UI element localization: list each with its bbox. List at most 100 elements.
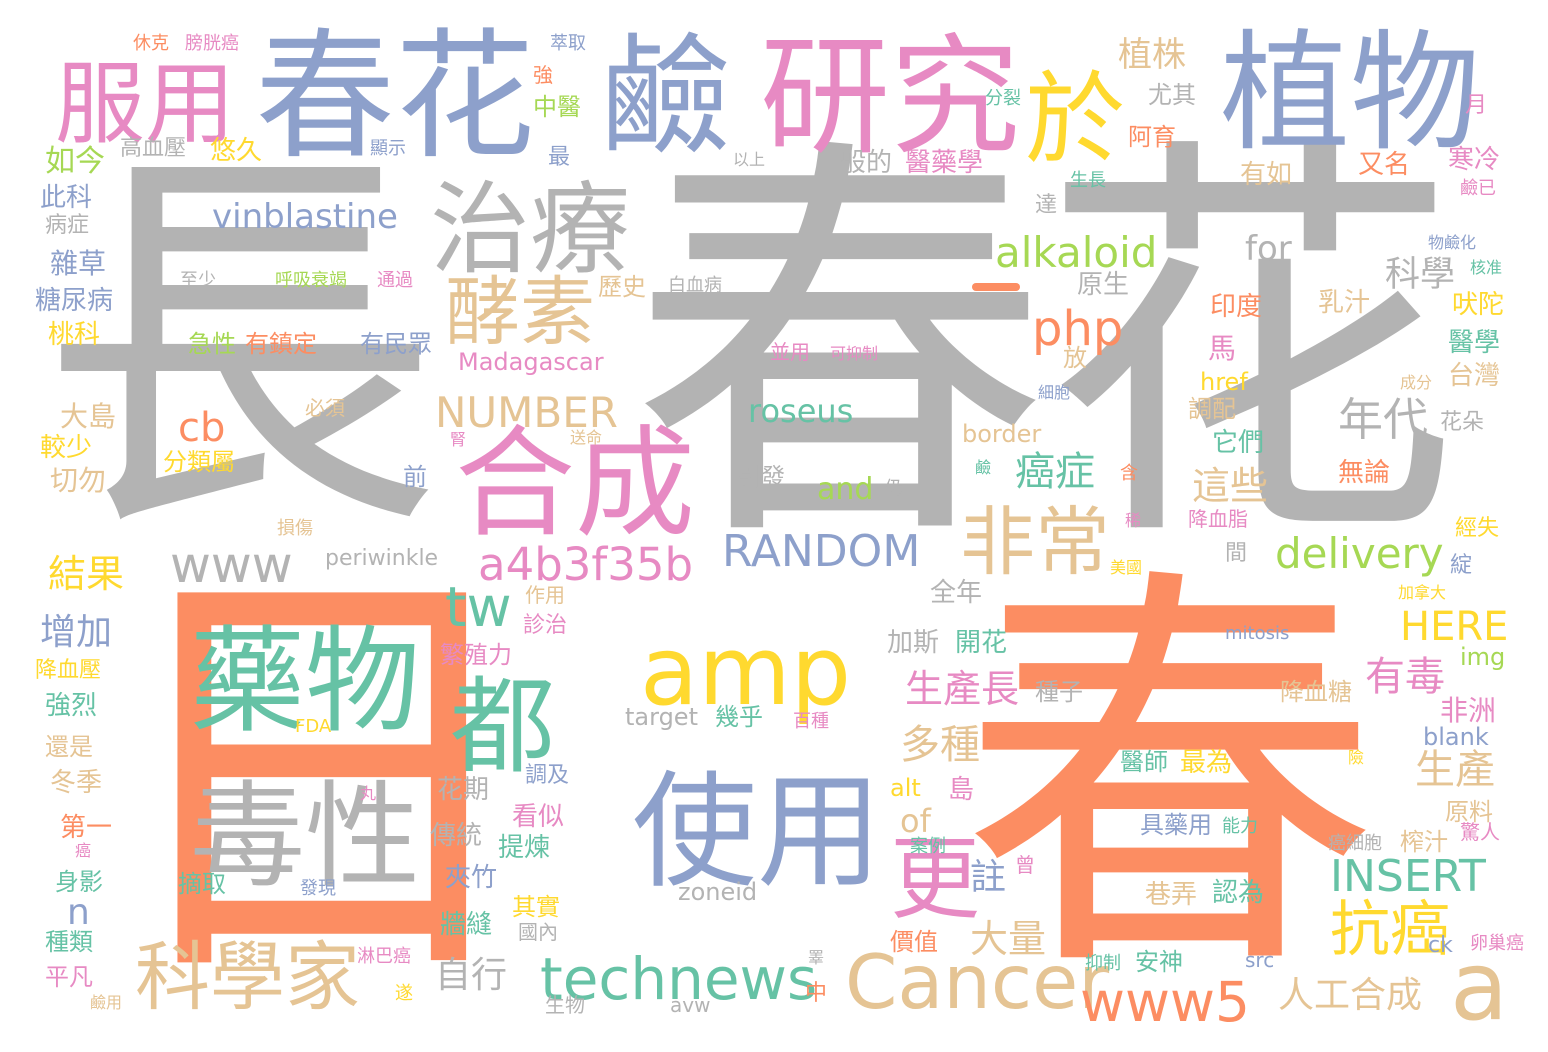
word-of: of: [900, 802, 931, 840]
word-actually: 其實: [512, 893, 560, 921]
word-border: border: [962, 420, 1042, 448]
word-they: 它們: [1212, 428, 1265, 458]
word-ayur: 阿育: [1128, 123, 1176, 151]
word-disease: 病症: [45, 213, 90, 238]
word-taiwan: 台灣: [1448, 361, 1501, 391]
word-ovarian: 卵巢癌: [1470, 933, 1524, 954]
word-pharmacology: 醫藥學: [905, 148, 984, 178]
word-cancer: Cancer: [845, 938, 1110, 1026]
word-doctor: 醫師: [1120, 748, 1168, 776]
word-blank: blank: [1423, 723, 1489, 751]
word-contain: 含: [1120, 463, 1138, 484]
word-produce-long: 生產長: [905, 667, 1020, 711]
word-once: 曾: [1015, 853, 1035, 877]
word-inhibit: 可抑制: [830, 344, 879, 363]
word-gao: 睪: [808, 948, 825, 967]
word-peach-family: 桃科: [48, 320, 101, 350]
word-preparation: 調配: [1188, 395, 1236, 423]
word-technews: technews: [540, 945, 818, 1013]
word-alley: 巷弄: [1145, 880, 1198, 910]
word-ingredient: 成分: [1400, 373, 1433, 392]
word-amazing: 驚人: [1460, 820, 1500, 844]
word-for: for: [1245, 229, 1292, 269]
word-figure: 身影: [55, 868, 103, 896]
word-href: href: [1200, 368, 1248, 396]
word-production: 生產: [1415, 747, 1495, 793]
word-here: HERE: [1400, 604, 1509, 650]
word-oleander: 夾竹: [445, 863, 498, 893]
dash-mark: [972, 283, 1020, 291]
word-must-not: 切勿: [50, 464, 107, 497]
word-php: php: [1032, 301, 1124, 357]
word-trigger: 引發: [737, 463, 785, 491]
word-increase: 增加: [40, 612, 113, 653]
word-acute: 急性: [188, 330, 236, 358]
word-jian: 鹼: [600, 21, 731, 173]
word-discover: 發現: [300, 878, 336, 899]
word-periwinkle: periwinkle: [325, 546, 439, 571]
word-ai: 癌: [75, 841, 92, 860]
word-above: 以上: [733, 150, 766, 169]
word-seed: 種子: [1035, 678, 1083, 706]
word-weed: 雜草: [50, 247, 107, 280]
word-history: 歷史: [598, 273, 646, 301]
word-usa: 美國: [1110, 558, 1143, 577]
word-extract: 萃取: [550, 33, 586, 54]
word-xi: 稀: [1125, 511, 1142, 530]
word-jing-shi: 經失: [1455, 516, 1500, 541]
word-fertility: 繁殖力: [440, 641, 512, 669]
word-all-year: 全年: [930, 578, 983, 608]
word-research: 研究: [760, 21, 1021, 173]
word-target: target: [625, 703, 698, 731]
word-lymphoma: 淋巴癌: [357, 946, 411, 967]
word-cell: 細胞: [1038, 383, 1071, 402]
word-latex: 乳汁: [1318, 288, 1371, 318]
word-lose-life: 送命: [570, 428, 603, 447]
word-a4b3f35b: a4b3f35b: [478, 538, 694, 591]
word-grow: 生長: [1070, 170, 1106, 191]
word-nowadays: 如今: [45, 144, 105, 179]
word-dou: 都: [450, 666, 556, 788]
word-very: 非常: [960, 498, 1111, 586]
word-reng: 仍: [885, 478, 903, 499]
word-seems: 看似: [512, 802, 565, 832]
word-refine: 提煉: [498, 833, 551, 863]
word-note: 註: [970, 857, 1007, 898]
word-month: 月: [1465, 93, 1488, 118]
word-middle: 中: [805, 981, 828, 1006]
word-pick: 摘取: [178, 870, 226, 898]
word-this-family: 此科: [40, 183, 93, 213]
word-canada: 加拿大: [1398, 583, 1447, 602]
word-ability: 能力: [1222, 816, 1258, 837]
word-lower-bp: 降血壓: [35, 658, 102, 683]
word-especially: 尤其: [1148, 81, 1196, 109]
word-cb: cb: [178, 405, 226, 451]
word-lower-sugar: 降血糖: [1280, 678, 1352, 706]
word-first: 第一: [60, 813, 113, 843]
word-result: 結果: [48, 552, 125, 596]
word-before: 前: [403, 463, 427, 491]
word-wall-crack: 牆縫: [440, 910, 493, 940]
word-sedative: 有鎮定: [245, 330, 317, 358]
word-shock: 休克: [133, 33, 169, 54]
word-chun-large: 春: [630, 105, 1050, 594]
word-treatment: 治療: [430, 171, 630, 288]
word-risk: 險: [1348, 748, 1365, 767]
word-divide: 分裂: [985, 88, 1021, 109]
word-like: 般的: [840, 148, 893, 178]
word-www: www: [170, 536, 293, 594]
word-hua: 花: [1040, 105, 1460, 594]
word-cancer-cell: 癌細胞: [1328, 833, 1382, 854]
word-reach: 達: [1035, 193, 1058, 218]
word-diabetes: 糖尿病: [35, 286, 114, 316]
word-as-if: 有如: [1240, 160, 1293, 190]
word-organism: 生物: [545, 993, 585, 1017]
word-lower-lipid: 降血脂: [1188, 507, 1248, 531]
word-still: 還是: [45, 733, 93, 761]
word-less: 較少: [40, 433, 93, 463]
word-leukemia: 白血病: [668, 275, 722, 296]
word-chun-orange: 春: [960, 535, 1380, 1024]
word-anticancer: 抗癌: [1330, 895, 1450, 965]
word-approve: 核准: [1470, 258, 1503, 277]
word-science: 科學: [1385, 255, 1456, 295]
